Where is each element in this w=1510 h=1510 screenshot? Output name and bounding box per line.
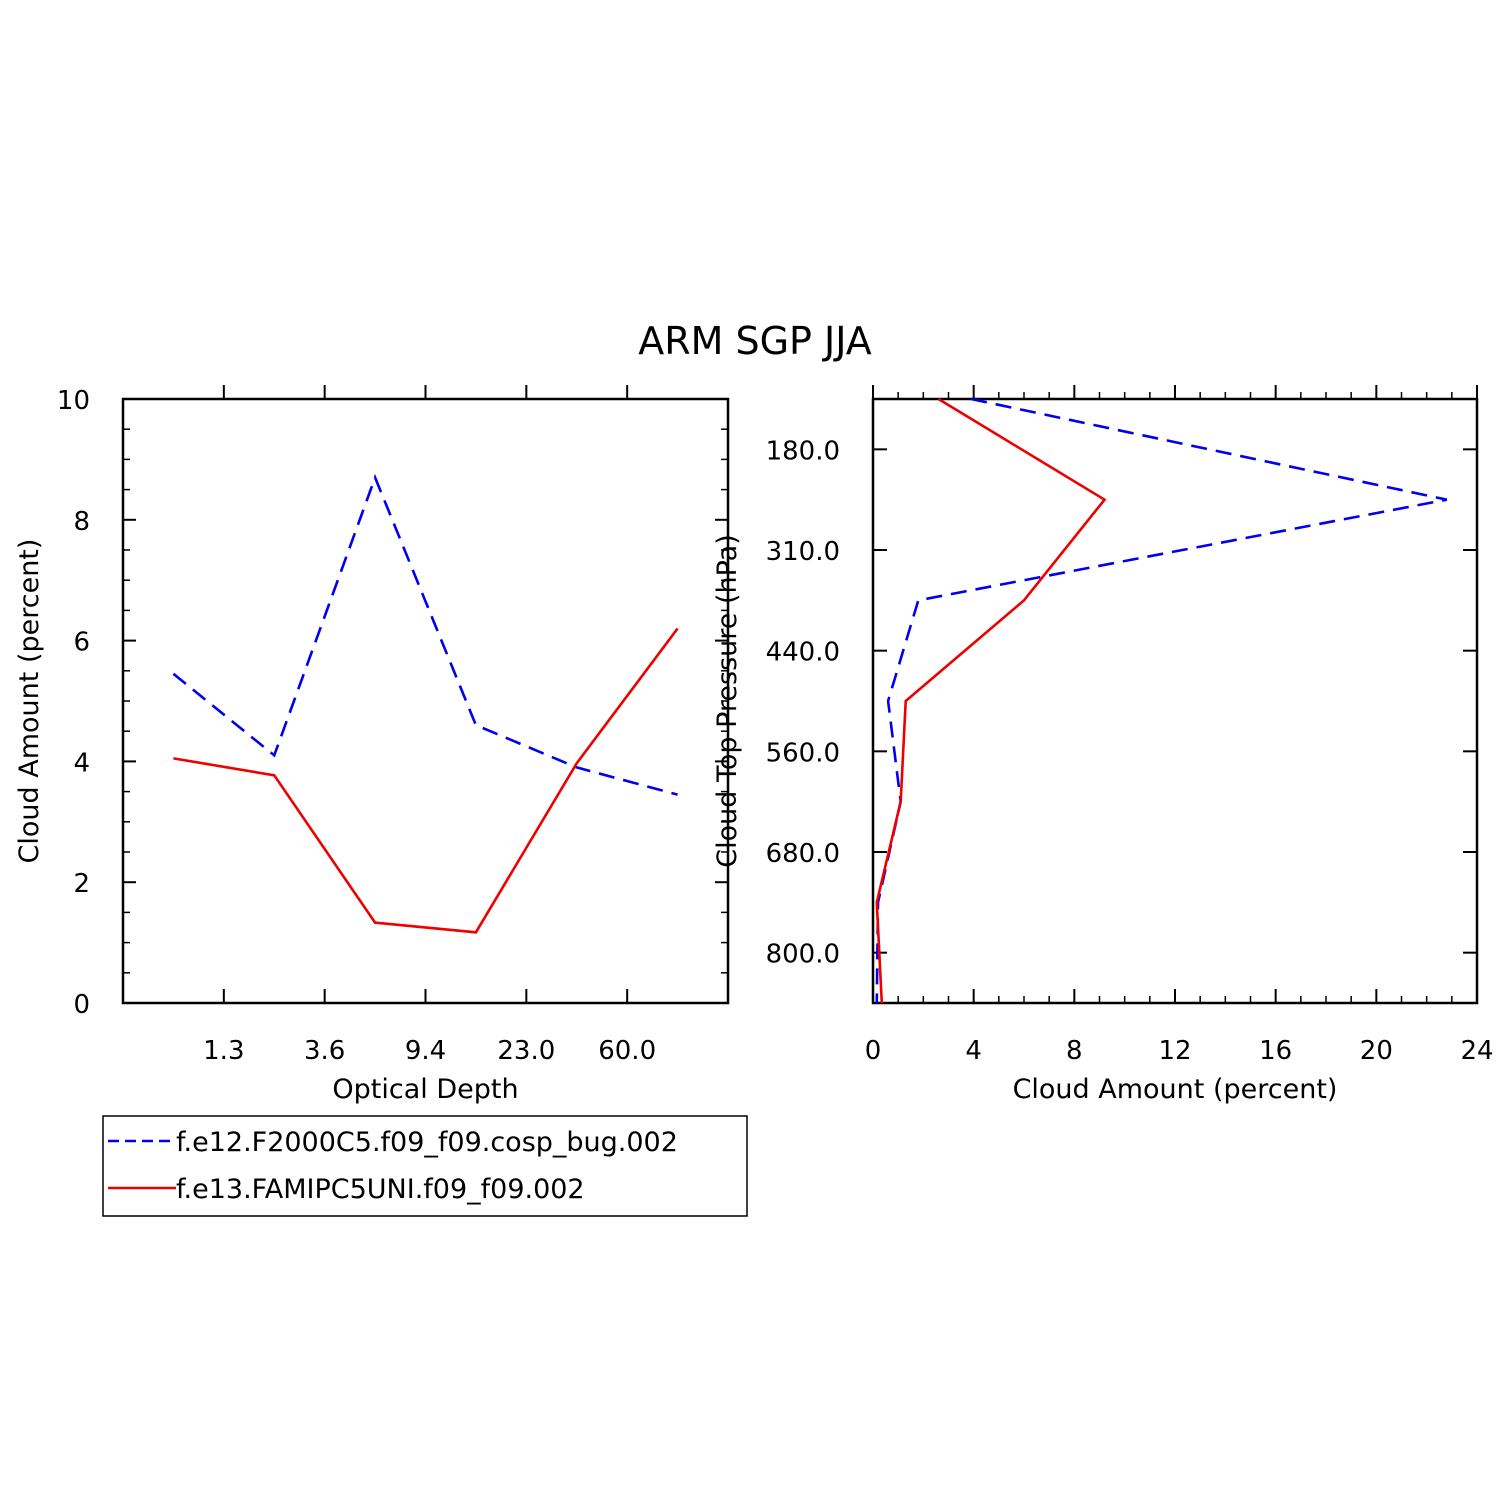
left-x-tick-label: 23.0: [497, 1036, 555, 1066]
right-series-line-2: [875, 397, 1107, 1004]
right-x-tick-label: 24: [1460, 1036, 1493, 1066]
left-y-tick-label: 2: [73, 869, 90, 899]
right-x-tick-label: 20: [1360, 1036, 1393, 1066]
left-y-tick-label: 10: [57, 386, 90, 416]
left-x-tick-label: 60.0: [598, 1036, 656, 1066]
left-chart-panel: 0 2 4 6 8 10 1.3 3.6 9.4 23.0 60.0 Optical Depth Clo…: [14, 385, 730, 1105]
right-x-tick-label: 4: [965, 1036, 982, 1066]
left-x-tick-label: 3.6: [304, 1036, 345, 1066]
right-y-tick-label: 560.0: [766, 738, 840, 768]
left-y-tick-label: 0: [73, 990, 90, 1020]
right-chart-panel: 0 4 8 12 16 20 24 180.0 310.0 440.0 560.0 680.0 800.…: [712, 385, 1494, 1105]
right-x-tick-label: 0: [865, 1036, 882, 1066]
right-series-line-1: [875, 397, 1448, 1004]
right-y-tick-label: 680.0: [766, 839, 840, 869]
left-y-tick-label: 6: [73, 628, 90, 658]
right-x-tick-label: 16: [1259, 1036, 1292, 1066]
left-series-line-1: [172, 473, 678, 796]
right-x-tick-label: 12: [1158, 1036, 1191, 1066]
left-plot-frame: [121, 397, 730, 1005]
right-x-tick-label: 8: [1066, 1036, 1083, 1066]
figure-title: ARM SGP JJA: [638, 319, 872, 363]
right-x-axis-label: Cloud Amount (percent): [1013, 1074, 1338, 1105]
left-x-tick-label: 9.4: [405, 1036, 446, 1066]
right-y-tick-label: 440.0: [766, 638, 840, 668]
left-x-tick-label: 1.3: [203, 1036, 244, 1066]
legend-box: [102, 1115, 748, 1217]
right-y-tick-label: 180.0: [766, 436, 840, 466]
legend-label-2: f.e13.FAMIPC5UNI.f09_f09.002: [176, 1174, 585, 1205]
right-plot-frame: [871, 397, 1479, 1005]
left-x-axis-label: Optical Depth: [332, 1074, 518, 1105]
right-y-tick-label: 800.0: [766, 940, 840, 970]
legend-label-1: f.e12.F2000C5.f09_f09.cosp_bug.002: [176, 1127, 678, 1158]
left-series-line-2: [173, 627, 679, 934]
left-y-tick-label: 8: [73, 507, 90, 537]
legend: f.e12.F2000C5.f09_f09.cosp_bug.002 f.e13.…: [102, 1115, 748, 1217]
left-y-axis-label: Cloud Amount (percent): [14, 539, 45, 864]
right-y-axis-label: Cloud Top Pressure (hPa): [712, 534, 743, 868]
left-y-tick-label: 4: [73, 748, 90, 778]
right-y-tick-label: 310.0: [766, 537, 840, 567]
